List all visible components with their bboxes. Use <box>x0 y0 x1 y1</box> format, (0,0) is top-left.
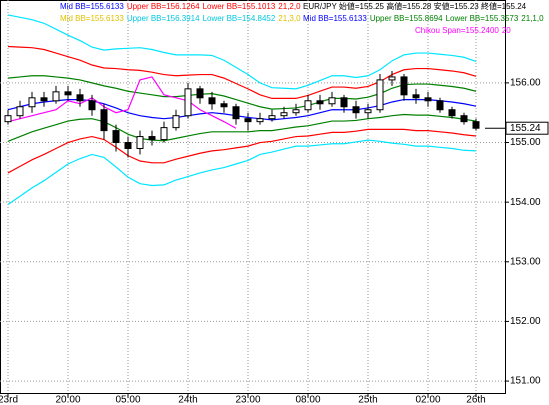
candle-body <box>364 109 372 114</box>
y-tick-label: 152.00 <box>510 316 541 327</box>
candle-body <box>376 79 384 111</box>
candle-body <box>472 121 480 129</box>
indicator-line <box>7 128 477 174</box>
candle-body <box>340 97 348 108</box>
info-item: Mid BB=155.6133 <box>60 2 124 11</box>
indicator-line <box>7 75 477 110</box>
x-tick-label: 20:00 <box>55 395 80 405</box>
candle-body <box>220 103 228 108</box>
candle-body <box>16 106 24 117</box>
indicator-line <box>7 113 477 142</box>
x-tick-label: 02:00 <box>415 395 440 405</box>
info-item: 21,3,0 <box>278 14 301 23</box>
info-line: Mid BB=155.6133 Upper BB=156.1264 Lower BB… <box>60 2 301 11</box>
candle-body <box>160 127 168 141</box>
candle-body <box>112 130 120 144</box>
candle-body <box>52 91 60 102</box>
y-tick-label: 154.00 <box>510 197 541 208</box>
candle-body <box>292 109 300 114</box>
candle-body <box>316 100 324 105</box>
candle-body <box>4 115 12 123</box>
candle-body <box>352 106 360 114</box>
last-price-label: 155.24 <box>510 123 541 134</box>
x-tick-label: 26th <box>466 395 485 405</box>
info-item: Upper BB=156.3914 <box>127 14 200 23</box>
info-line: Mid BB=155.6133 Upper BB=156.3914 Lower BB… <box>60 14 301 23</box>
info-item: Mid BB=155.6133 <box>303 14 367 23</box>
candle-body <box>448 109 456 117</box>
x-tick-label: 23rd <box>0 395 18 405</box>
candle-body <box>172 115 180 129</box>
x-tick-label: 25th <box>358 395 377 405</box>
candle-body <box>268 115 276 120</box>
x-tick-label: 23:00 <box>235 395 260 405</box>
candle-body <box>304 100 312 111</box>
y-tick-label: 153.00 <box>510 256 541 267</box>
candle-body <box>460 115 468 123</box>
info-item: 21,1,0 <box>521 14 544 23</box>
x-tick-label: 05:00 <box>115 395 140 405</box>
candle-body <box>436 100 444 111</box>
info-line: Mid BB=155.6133 Upper BB=155.8694 Lower BB… <box>303 14 544 23</box>
candle-body <box>280 112 288 117</box>
indicator-line <box>7 139 477 206</box>
last-price-box <box>505 121 549 135</box>
info-item: Upper BB=155.8694 <box>370 14 443 23</box>
candle-body <box>76 94 84 102</box>
candle-body <box>232 106 240 120</box>
candle-body <box>244 118 252 123</box>
y-tick-label: 156.00 <box>510 78 541 89</box>
x-tick-label: 08:00 <box>295 395 320 405</box>
candle-body <box>400 76 408 96</box>
candle-body <box>412 94 420 99</box>
info-item: Chikou Span=155.2400 <box>415 26 499 35</box>
info-item: EUR/JPY 始値=155.25 高値=155.28 安値=155.23 終値… <box>303 1 527 11</box>
candle-body <box>196 88 204 99</box>
info-item: 21,2,0 <box>278 2 301 11</box>
info-item: Lower BB=154.8452 <box>203 14 276 23</box>
info-line: EUR/JPY 始値=155.25 高値=155.28 安値=155.23 終値… <box>303 1 527 11</box>
candle-body <box>100 109 108 132</box>
candle-body <box>388 76 396 81</box>
indicator-line <box>7 76 237 129</box>
info-item: Upper BB=156.1264 <box>127 2 200 11</box>
candle-body <box>184 88 192 117</box>
indicator-line <box>7 45 477 99</box>
info-line: Chikou Span=155.2400 20 <box>415 26 511 35</box>
candle-body <box>88 100 96 111</box>
y-tick-label: 151.00 <box>510 376 541 387</box>
info-item: 20 <box>502 26 511 35</box>
info-item: Lower BB=155.1013 <box>203 2 276 11</box>
candle-body <box>124 142 132 149</box>
candle-body <box>136 136 144 149</box>
candle-body <box>148 136 156 141</box>
y-tick-label: 155.00 <box>510 137 541 148</box>
candle-body <box>424 97 432 102</box>
x-tick-label: 24th <box>178 395 197 405</box>
info-item: Mid BB=155.6133 <box>60 14 124 23</box>
candle-body <box>328 97 336 105</box>
info-item: Lower BB=155.3573 <box>446 14 519 23</box>
candle-body <box>64 91 72 96</box>
candle-body <box>28 97 36 108</box>
candle-body <box>40 97 48 102</box>
plot-border <box>0 0 506 394</box>
candle-body <box>208 97 216 105</box>
candle-body <box>256 118 264 123</box>
indicator-line <box>7 14 477 90</box>
